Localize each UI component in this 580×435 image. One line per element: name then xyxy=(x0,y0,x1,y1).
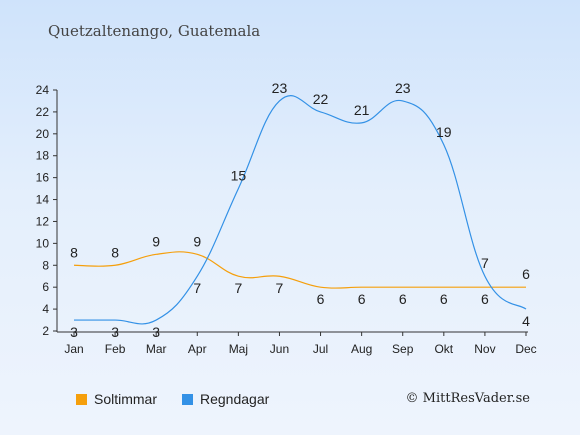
x-tick-label: Apr xyxy=(188,342,207,356)
data-label-sun: 8 xyxy=(111,244,119,260)
data-label-sun: 8 xyxy=(70,244,78,260)
y-tick-label: 4 xyxy=(42,302,49,316)
x-tick-label: Dec xyxy=(515,342,536,356)
data-label-rain: 7 xyxy=(193,280,201,296)
y-tick-label: 24 xyxy=(36,83,50,97)
x-tick-label: Jun xyxy=(270,342,289,356)
series-line-rain xyxy=(73,94,527,325)
y-tick-label: 14 xyxy=(36,193,50,207)
data-label-sun: 6 xyxy=(399,291,407,307)
data-label-sun: 6 xyxy=(522,266,530,282)
legend-label-sun: Soltimmar xyxy=(94,391,158,407)
y-tick-label: 10 xyxy=(36,236,50,250)
x-tick-label: Sep xyxy=(392,342,414,356)
chart-title: Quetzaltenango, Guatemala xyxy=(48,22,261,40)
data-label-sun: 6 xyxy=(481,291,489,307)
y-tick-label: 22 xyxy=(36,105,50,119)
x-tick-label: Maj xyxy=(229,342,248,356)
x-tick-label: Jul xyxy=(313,342,328,356)
x-tick-label: Feb xyxy=(105,342,126,356)
data-label-rain: 21 xyxy=(354,102,370,118)
data-label-sun: 6 xyxy=(317,291,325,307)
data-label-sun: 7 xyxy=(234,280,242,296)
data-label-rain: 15 xyxy=(231,168,247,184)
legend-label-rain: Regndagar xyxy=(200,391,270,407)
series-line-sun xyxy=(73,251,526,289)
data-label-rain: 3 xyxy=(70,324,78,340)
data-label-sun: 9 xyxy=(152,233,160,249)
data-label-rain: 4 xyxy=(522,313,530,329)
data-label-rain: 19 xyxy=(436,124,452,140)
x-tick-label: Jan xyxy=(64,342,83,356)
data-label-rain: 3 xyxy=(111,324,119,340)
y-tick-label: 20 xyxy=(36,127,50,141)
credit-text: © MittResVader.se xyxy=(405,391,530,406)
y-tick-label: 6 xyxy=(42,280,49,294)
data-label-rain: 7 xyxy=(481,255,489,271)
y-tick-label: 16 xyxy=(36,171,50,185)
legend-swatch-rain xyxy=(182,393,193,405)
y-tick-label: 18 xyxy=(36,149,50,163)
x-tick-label: Mar xyxy=(146,342,167,356)
y-tick-label: 8 xyxy=(42,258,49,272)
data-label-rain: 23 xyxy=(395,80,411,96)
legend-item-sun: Soltimmar xyxy=(76,391,157,407)
x-tick-label: Okt xyxy=(434,342,453,356)
data-label-sun: 7 xyxy=(276,280,284,296)
data-label-rain: 23 xyxy=(272,80,288,96)
y-tick-label: 12 xyxy=(36,214,50,228)
data-label-rain: 3 xyxy=(152,324,160,340)
data-label-sun: 9 xyxy=(193,233,201,249)
legend-swatch-sun xyxy=(76,393,87,405)
legend-item-rain: Regndagar xyxy=(182,391,269,407)
y-tick-label: 2 xyxy=(42,324,49,338)
data-label-sun: 6 xyxy=(440,291,448,307)
data-label-sun: 6 xyxy=(358,291,366,307)
x-tick-label: Nov xyxy=(474,342,495,356)
x-tick-label: Aug xyxy=(351,342,372,356)
data-label-rain: 22 xyxy=(313,91,329,107)
